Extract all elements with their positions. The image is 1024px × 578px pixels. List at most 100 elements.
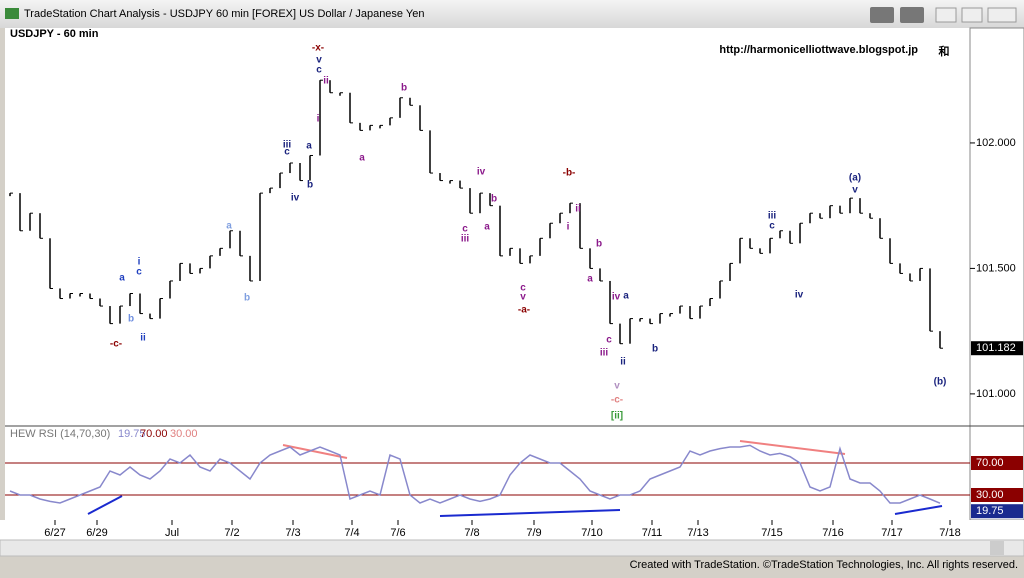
footer: Created with TradeStation. ©TradeStation… — [630, 559, 1018, 571]
wave-label: v — [852, 185, 858, 196]
rsi-line — [9, 444, 941, 504]
wave-label: iv — [477, 167, 486, 178]
wave-label: c — [136, 267, 142, 278]
price-tag — [971, 341, 1023, 356]
x-tick-label: 7/11 — [642, 527, 663, 539]
wave-label: iii — [461, 234, 470, 245]
logo: 和 — [939, 44, 950, 58]
x-tick-label: 7/15 — [761, 527, 782, 539]
wave-label: ii — [575, 204, 581, 215]
wave-label: -c- — [110, 339, 122, 350]
plot-area — [5, 28, 970, 520]
x-tick-label: 7/3 — [285, 527, 300, 539]
trend-line — [282, 444, 348, 459]
wave-label: i — [567, 222, 570, 233]
wave-label: i — [317, 114, 320, 125]
x-tick-label: 7/8 — [464, 527, 479, 539]
wave-label: ii — [140, 333, 146, 344]
wave-label: c — [520, 283, 526, 294]
level-tag-label: 30.00 — [976, 489, 1004, 501]
x-tick-label: 7/4 — [344, 527, 359, 539]
wave-label: a — [306, 141, 312, 152]
y-tick-label: 102.000 — [976, 137, 1016, 149]
rsi-tag-label: 19.75 — [976, 505, 1004, 517]
wave-label: b — [128, 314, 134, 325]
x-tick-label: 7/6 — [390, 527, 405, 539]
close-button[interactable] — [987, 7, 1017, 23]
trend-line — [739, 440, 846, 455]
wave-label: b — [401, 83, 407, 94]
app-icon — [5, 8, 19, 19]
x-tick-label: Jul — [165, 527, 179, 539]
wave-label: c — [284, 147, 290, 158]
wave-label: b — [244, 293, 250, 304]
wave-label: b — [652, 344, 658, 355]
restore-button[interactable] — [961, 7, 983, 23]
level-tag-label: 70.00 — [976, 457, 1004, 469]
indicator-title: HEW RSI (14,70,30) — [10, 428, 110, 440]
wave-label: iv — [291, 193, 300, 204]
wave-label: -a- — [518, 305, 530, 316]
title-bar — [0, 0, 1024, 28]
chart-title: USDJPY - 60 min — [10, 28, 99, 40]
level-tag — [971, 488, 1023, 502]
wave-label: a — [587, 274, 593, 285]
symbol-button[interactable] — [870, 7, 894, 23]
wave-label: c — [462, 224, 468, 235]
wave-label: i — [138, 257, 141, 268]
scrollbar[interactable] — [0, 539, 1024, 557]
x-tick-label: 7/9 — [526, 527, 541, 539]
wave-label: (a) — [849, 173, 861, 184]
x-tick-label: 7/17 — [881, 527, 902, 539]
wave-label: a — [226, 221, 232, 232]
wave-label: v — [520, 292, 526, 303]
wave-label: c — [606, 335, 612, 346]
wave-label: c — [769, 221, 775, 232]
wave-label: [ii] — [611, 411, 623, 422]
y-tick-label: 101.000 — [976, 388, 1016, 400]
y-tick-label: 101.500 — [976, 262, 1016, 274]
indicator-button[interactable] — [900, 7, 924, 23]
wave-label: (b) — [934, 377, 947, 388]
wave-label: a — [484, 222, 490, 233]
rsi-header-value: 19.75 — [118, 428, 146, 440]
wave-label: -c- — [611, 395, 623, 406]
minimize-button[interactable] — [935, 7, 957, 23]
x-tick-label: 6/29 — [86, 527, 107, 539]
trend-line — [87, 495, 123, 515]
x-tick-label: 7/13 — [687, 527, 708, 539]
price-axis — [969, 27, 1024, 521]
wave-label: iv — [795, 290, 804, 301]
trend-line — [439, 509, 621, 517]
wave-label: c — [316, 65, 322, 76]
wave-label: ii — [620, 357, 626, 368]
url: http://harmonicelliottwave.blogspot.jp — [719, 44, 918, 56]
wave-label: b — [307, 180, 313, 191]
wave-label: iii — [283, 140, 292, 151]
wave-label: ii — [323, 76, 329, 87]
trend-line — [894, 505, 943, 515]
time-axis — [0, 520, 1024, 540]
wave-label: b — [596, 239, 602, 250]
wave-label: a — [119, 273, 125, 284]
x-tick-label: 7/2 — [224, 527, 239, 539]
wave-label: -x- — [312, 43, 324, 54]
wave-label: a — [623, 291, 629, 302]
window-title: TradeStation Chart Analysis - USDJPY 60 … — [24, 8, 424, 20]
x-tick-label: 6/27 — [44, 527, 65, 539]
price-tag-label: 101.182 — [976, 342, 1016, 354]
x-tick-label: 7/10 — [581, 527, 602, 539]
rsi-header-level: 30.00 — [170, 428, 198, 440]
wave-label: v — [614, 381, 620, 392]
wave-label: b — [491, 194, 497, 205]
wave-label: v — [316, 55, 322, 66]
scroll-button[interactable] — [990, 541, 1004, 555]
level-tag — [971, 456, 1023, 470]
rsi-header-level: 70.00 — [140, 428, 168, 440]
x-tick-label: 7/16 — [822, 527, 843, 539]
x-tick-label: 7/18 — [939, 527, 960, 539]
wave-label: iii — [768, 211, 777, 222]
wave-label: iii — [600, 348, 609, 359]
